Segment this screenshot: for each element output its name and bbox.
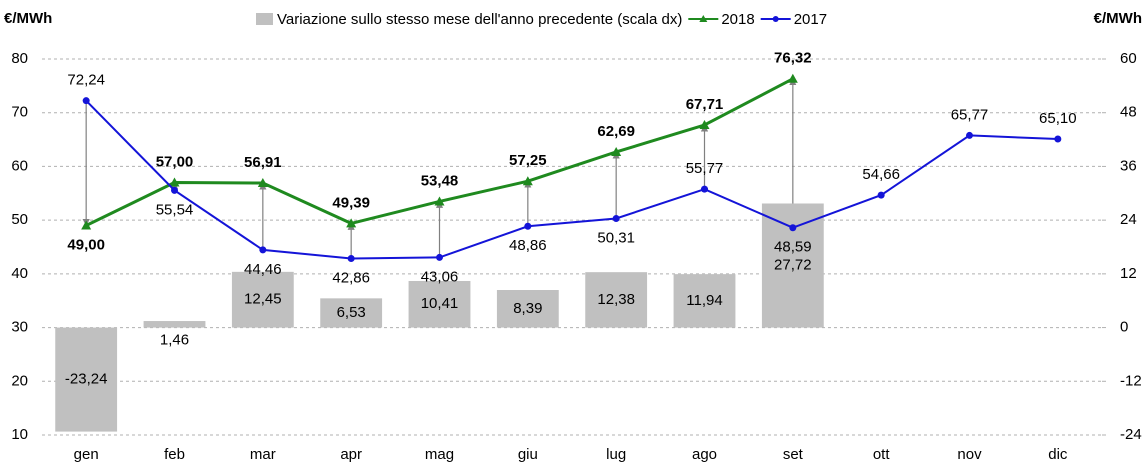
marker — [171, 186, 178, 194]
marker — [612, 214, 620, 222]
marker — [346, 218, 357, 228]
line-value-label: 76,32 — [774, 50, 812, 67]
y-tick-label: 10 — [11, 426, 28, 443]
y-tick-label: 50 — [11, 211, 28, 228]
x-tick-label: gen — [74, 446, 99, 463]
legend-label: Variazione sullo stesso mese dell'anno p… — [277, 11, 682, 28]
line-value-label: 43,06 — [421, 268, 459, 285]
x-tick-label: feb — [164, 446, 185, 463]
bar-value-label: 8,39 — [513, 300, 542, 317]
y2-tick-label: -12 — [1120, 372, 1142, 389]
y2-tick-label: 12 — [1120, 265, 1137, 282]
bar — [143, 321, 206, 328]
x-tick-label: ott — [873, 446, 891, 463]
y-axis-title: €/MWh — [4, 10, 52, 27]
y2-tick-label: 0 — [1120, 319, 1128, 336]
legend-label: 2017 — [794, 11, 827, 28]
marker — [877, 191, 885, 199]
bar — [761, 203, 824, 328]
bar — [320, 298, 383, 328]
bar — [496, 290, 559, 328]
marker — [82, 97, 90, 105]
marker — [787, 73, 798, 83]
marker — [699, 120, 710, 130]
y-tick-label: 80 — [11, 50, 28, 67]
x-tick-label: mar — [250, 446, 276, 463]
bar-value-label: 12,45 — [244, 291, 282, 308]
line-value-label: 62,69 — [597, 123, 635, 140]
line-value-label: 55,54 — [156, 201, 194, 218]
x-tick-label: apr — [340, 446, 362, 463]
line-value-label: 65,77 — [951, 106, 989, 123]
line-value-label: 65,10 — [1039, 110, 1077, 127]
marker — [257, 178, 268, 188]
x-tick-label: ago — [692, 446, 717, 463]
marker — [347, 254, 355, 262]
marker — [81, 220, 92, 230]
legend-swatch — [256, 13, 273, 25]
x-tick-label: giu — [518, 446, 538, 463]
line-value-label: 49,39 — [332, 194, 370, 211]
line-value-label: 72,24 — [67, 72, 105, 89]
marker — [259, 246, 267, 254]
legend-marker — [772, 16, 779, 22]
line-value-label: 57,25 — [509, 152, 547, 169]
y2-tick-label: 24 — [1120, 211, 1137, 228]
x-tick-label: lug — [606, 446, 626, 463]
line — [85, 99, 1058, 260]
y-tick-label: 60 — [11, 157, 28, 174]
marker — [701, 185, 708, 193]
x-tick-label: set — [783, 446, 804, 463]
y2-tick-label: -24 — [1120, 426, 1142, 443]
line-value-label: 56,91 — [244, 154, 282, 171]
x-tick-label: mag — [425, 446, 454, 463]
y2-axis-title: €/MWh — [1094, 10, 1142, 27]
bar — [585, 272, 648, 328]
bar-value-label: 10,41 — [421, 295, 459, 312]
marker — [1054, 135, 1062, 143]
y-tick-label: 30 — [11, 319, 28, 336]
marker — [434, 196, 445, 206]
line-value-label: 48,59 — [774, 239, 812, 256]
y2-tick-label: 48 — [1120, 104, 1137, 121]
bar — [673, 274, 736, 328]
marker — [789, 224, 797, 232]
marker — [436, 253, 443, 261]
line-value-label: 49,00 — [67, 236, 105, 253]
bar-value-label: 12,38 — [597, 291, 635, 308]
line-value-label: 54,66 — [862, 166, 900, 183]
bar-value-label: 27,72 — [774, 257, 812, 274]
legend-marker — [699, 15, 708, 22]
line-value-label: 57,00 — [156, 154, 194, 171]
bar — [408, 280, 471, 328]
line-value-label: 42,86 — [332, 269, 370, 286]
line-value-label: 44,46 — [244, 261, 282, 278]
y-tick-label: 40 — [11, 265, 28, 282]
y-tick-label: 70 — [11, 104, 28, 121]
marker — [522, 176, 533, 186]
legend-label: 2018 — [721, 11, 754, 28]
bar — [55, 327, 118, 432]
line-value-label: 55,77 — [686, 160, 724, 177]
bar-value-label: -23,24 — [65, 371, 108, 388]
line-value-label: 53,48 — [421, 172, 459, 189]
bar-value-label: 6,53 — [337, 304, 366, 321]
marker — [524, 222, 532, 230]
bar-value-label: 11,94 — [686, 292, 722, 309]
marker — [966, 131, 973, 139]
line-value-label: 48,86 — [509, 237, 547, 254]
x-tick-label: nov — [957, 446, 982, 463]
y-tick-label: 20 — [11, 372, 28, 389]
y2-tick-label: 60 — [1120, 50, 1137, 67]
marker — [611, 146, 622, 156]
line-value-label: 67,71 — [686, 96, 724, 113]
line-value-label: 50,31 — [597, 229, 635, 246]
bar — [231, 271, 294, 328]
bar-value-label: 1,46 — [160, 332, 189, 349]
x-tick-label: dic — [1048, 446, 1068, 463]
marker — [169, 177, 180, 187]
y2-tick-label: 36 — [1120, 157, 1137, 174]
